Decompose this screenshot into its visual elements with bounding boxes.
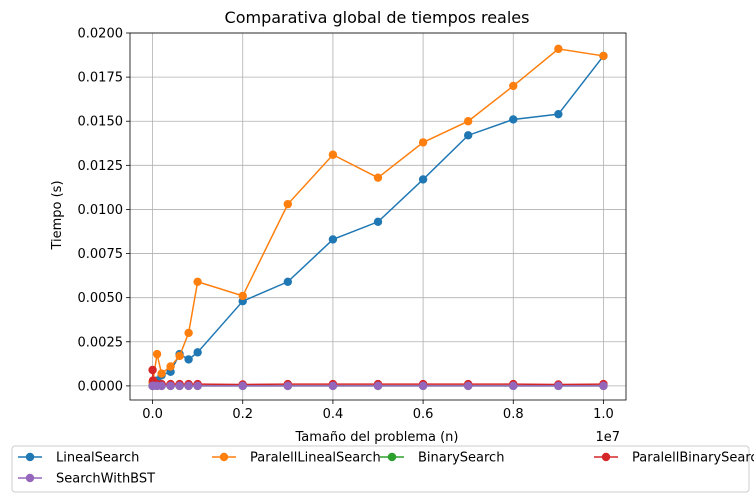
legend-label: BinarySearch — [418, 451, 504, 466]
data-point-paralelllinealsearch — [157, 369, 166, 378]
series-line-paralelllinealsearch — [151, 48, 604, 383]
data-point-paralelllinealsearch — [554, 44, 563, 54]
axes: 0.0 0.2 0.4 0.6 0.8 1.0 0.0000 0.0025 0.0050 0.00… — [78, 27, 627, 422]
data-point-linealsearch — [328, 235, 338, 244]
data-point-searchwithbst — [328, 381, 338, 391]
y-tick-label: 0.0075 — [78, 247, 124, 262]
x-tick-label: 1.0 — [593, 407, 614, 422]
legend-label: LinealSearch — [56, 451, 139, 466]
y-tick-label: 0.0175 — [78, 71, 124, 86]
data-point-linealsearch — [193, 348, 202, 357]
data-point-searchwithbst — [509, 381, 518, 391]
data-point-searchwithbst — [418, 381, 428, 391]
legend-label: SearchWithBST — [56, 472, 155, 487]
data-point-paralelllinealsearch — [166, 362, 175, 371]
data-point-paralelllinealsearch — [152, 349, 162, 359]
data-point-paralelllinealsearch — [238, 291, 247, 301]
x-tick-label: 0.8 — [503, 407, 524, 422]
data-point-paralelllinealsearch — [463, 117, 473, 126]
data-point-linealsearch — [418, 175, 428, 184]
data-point-searchwithbst — [238, 381, 247, 391]
x-axis-label: Tamaño del problema (n) — [295, 430, 459, 445]
data-point-linealsearch — [463, 131, 473, 140]
chart-title: Comparativa global de tiempos reales — [225, 8, 530, 27]
y-tick-label: 0.0000 — [78, 379, 124, 394]
legend-marker — [387, 452, 397, 462]
data-point-paralelllinealsearch — [175, 351, 184, 361]
data-point-searchwithbst — [157, 381, 166, 391]
grid — [130, 32, 626, 400]
x-tick-label: 0.6 — [413, 407, 434, 422]
y-tick-label: 0.0050 — [78, 291, 124, 306]
x-tick-label: 0.0 — [142, 407, 163, 422]
data-point-searchwithbst — [599, 381, 608, 391]
legend-item-binarysearch: BinarySearch — [380, 451, 504, 466]
data-point-paralelllinealsearch — [328, 150, 338, 159]
legend-label: ParalellBinarySearch — [632, 451, 754, 466]
data-point-linealsearch — [184, 355, 193, 364]
y-tick-label: 0.0025 — [78, 335, 124, 350]
series-linealsearch — [148, 51, 608, 391]
series-searchwithbst — [148, 381, 608, 391]
data-point-paralelllinealsearch — [283, 199, 293, 209]
data-point-paralellbinarysearch — [148, 365, 157, 375]
y-tick-label: 0.0200 — [78, 27, 124, 42]
legend: LinealSearch ParalellLinealSearch BinarySe… — [11, 445, 754, 493]
data-point-linealsearch — [554, 109, 563, 119]
data-point-searchwithbst — [175, 381, 184, 391]
y-tick-label: 0.0150 — [78, 115, 124, 130]
legend-item-paralellbinarysearch: ParalellBinarySearch — [594, 451, 754, 466]
data-point-linealsearch — [373, 217, 383, 226]
y-tick-label: 0.0125 — [78, 159, 124, 174]
y-axis-label: Tiempo (s) — [50, 180, 65, 250]
data-point-searchwithbst — [463, 381, 473, 391]
legend-item-linealsearch: LinealSearch — [18, 451, 139, 466]
data-point-paralelllinealsearch — [193, 277, 202, 286]
data-point-linealsearch — [509, 115, 518, 124]
x-tick-label: 0.4 — [323, 407, 344, 422]
data-point-searchwithbst — [193, 381, 202, 391]
data-point-searchwithbst — [166, 381, 175, 391]
plot-area — [148, 44, 608, 391]
plot-frame — [129, 32, 627, 401]
data-point-searchwithbst — [184, 381, 193, 391]
data-point-linealsearch — [283, 277, 293, 286]
legend-marker — [25, 452, 35, 462]
data-point-paralelllinealsearch — [418, 138, 428, 147]
series-paralelllinealsearch — [148, 44, 608, 387]
legend-label: ParalellLinealSearch — [250, 451, 381, 466]
data-point-searchwithbst — [554, 381, 563, 391]
legend-marker — [219, 452, 229, 462]
data-point-searchwithbst — [373, 381, 383, 391]
legend-item-paralelllinealsearch: ParalellLinealSearch — [212, 451, 381, 466]
legend-frame — [11, 445, 750, 493]
y-tick-label: 0.0100 — [78, 203, 124, 218]
data-point-searchwithbst — [283, 381, 293, 391]
legend-marker — [25, 473, 35, 483]
x-axis-offset-label: 1e7 — [595, 430, 620, 445]
x-tick-label: 0.2 — [232, 407, 253, 422]
legend-item-searchwithbst: SearchWithBST — [18, 472, 155, 487]
data-point-paralelllinealsearch — [599, 51, 608, 61]
data-point-paralelllinealsearch — [373, 173, 383, 182]
data-point-paralelllinealsearch — [509, 81, 518, 91]
data-point-paralelllinealsearch — [184, 328, 193, 338]
legend-marker — [601, 452, 611, 462]
